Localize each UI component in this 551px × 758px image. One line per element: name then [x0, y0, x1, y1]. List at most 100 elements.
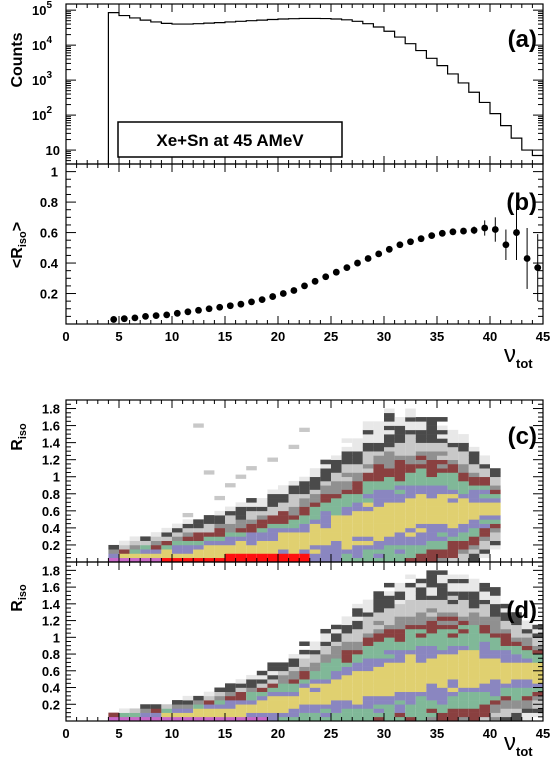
heatmap-cell: [511, 712, 522, 718]
heatmap-cell: [362, 708, 374, 713]
heatmap-cell: [331, 502, 342, 507]
heatmap-cell: [331, 532, 342, 537]
heatmap-cell: [352, 603, 363, 609]
heatmap-cell: [119, 712, 130, 718]
heatmap-cell: [384, 527, 395, 533]
heatmap-cell: [384, 442, 395, 448]
heatmap-cell: [362, 429, 374, 435]
heatmap-cell: [267, 506, 278, 512]
heatmap-cell: [341, 476, 353, 482]
heatmap-cell: [352, 502, 363, 507]
heatmap-cell: [214, 540, 225, 546]
heatmap-cell: [490, 616, 501, 621]
heatmap-cell: [182, 553, 194, 559]
heatmap-cell: [288, 662, 300, 667]
heatmap-cell: [299, 427, 310, 432]
heatmap-cell: [278, 532, 289, 537]
heatmap-cell: [331, 654, 342, 659]
heatmap-cell: [415, 536, 427, 541]
heatmap-cell: [193, 712, 204, 718]
heatmap-cell: [458, 700, 469, 705]
heatmap-cell: [490, 523, 501, 529]
x-tick-label: 25: [324, 329, 338, 344]
heatmap-cell: [426, 515, 437, 520]
heatmap-cell: [235, 519, 247, 524]
heatmap-cell: [331, 455, 342, 460]
heatmap-cell: [415, 674, 427, 680]
heatmap-cell: [437, 700, 448, 705]
data-point: [237, 300, 245, 308]
heatmap-cell: [394, 485, 406, 490]
heatmap-cell: [331, 662, 342, 667]
heatmap-cell: [225, 708, 236, 713]
heatmap-cell: [394, 446, 406, 452]
heatmap-cell: [479, 519, 490, 524]
heatmap-cell: [479, 527, 490, 533]
heatmap-cell: [320, 468, 331, 473]
heatmap-cell: [203, 704, 215, 709]
heatmap-cell: [150, 557, 162, 563]
heatmap-cell: [172, 716, 183, 722]
heatmap-cell: [373, 637, 384, 642]
heatmap-cell: [309, 481, 321, 486]
heatmap-cell: [532, 645, 543, 651]
heatmap-cell: [373, 599, 384, 605]
heatmap-cell: [235, 474, 247, 479]
heatmap-cell: [373, 716, 384, 722]
heatmap-cell: [384, 412, 395, 418]
heatmap-cell: [447, 485, 459, 490]
heatmap-cell: [405, 654, 416, 659]
heatmap-cell: [288, 704, 300, 709]
heatmap-cell: [384, 670, 395, 676]
heatmap-cell: [447, 429, 459, 435]
heatmap-cell: [235, 716, 247, 722]
heatmap-cell: [373, 679, 384, 684]
heatmap-cell: [458, 468, 469, 473]
heatmap-cell: [405, 712, 416, 718]
heatmap-cell: [373, 515, 384, 520]
heatmap-cell: [161, 527, 172, 533]
heatmap-cell: [479, 599, 490, 605]
heatmap-cell: [320, 645, 331, 651]
heatmap-cell: [479, 540, 490, 546]
heatmap-cell: [256, 502, 268, 507]
heatmap-cell: [362, 532, 374, 537]
heatmap-cell: [468, 595, 480, 600]
heatmap-cell: [299, 502, 310, 507]
heatmap-cell: [415, 506, 427, 512]
heatmap-cell: [426, 666, 437, 672]
heatmap-cell: [447, 468, 459, 473]
heatmap-cell: [405, 679, 416, 684]
heatmap-cell: [267, 553, 278, 559]
heatmap-cell: [384, 557, 395, 563]
data-point: [163, 311, 171, 319]
heatmap-cell: [320, 476, 331, 482]
heatmap-cell: [288, 700, 300, 705]
heatmap-cell: [352, 641, 363, 646]
heatmap-cell: [437, 459, 448, 465]
heatmap-cell: [362, 612, 374, 617]
heatmap-cell: [352, 446, 363, 452]
heatmap-cell: [437, 658, 448, 663]
heatmap-cell: [458, 557, 469, 563]
data-point: [322, 273, 330, 281]
heatmap-cell: [458, 587, 469, 592]
heatmap-cell: [468, 628, 480, 634]
heatmap-cell: [278, 502, 289, 507]
heatmap-cell: [256, 712, 268, 718]
heatmap-cell: [468, 645, 480, 651]
heatmap-cell: [521, 662, 533, 667]
heatmap-cell: [415, 687, 427, 693]
panel-c-ylabel: Riso: [9, 423, 29, 451]
heatmap-cell: [288, 544, 300, 550]
heatmap-cell: [394, 654, 406, 659]
heatmap-cell: [362, 658, 374, 663]
heatmap-cell: [532, 649, 543, 655]
heatmap-cell: [246, 466, 257, 471]
heatmap-cell: [341, 515, 353, 520]
heatmap-cell: [341, 540, 353, 546]
heatmap-cell: [278, 695, 289, 701]
heatmap-cell: [468, 532, 480, 537]
heatmap-cell: [511, 649, 522, 655]
heatmap-cell: [511, 674, 522, 680]
